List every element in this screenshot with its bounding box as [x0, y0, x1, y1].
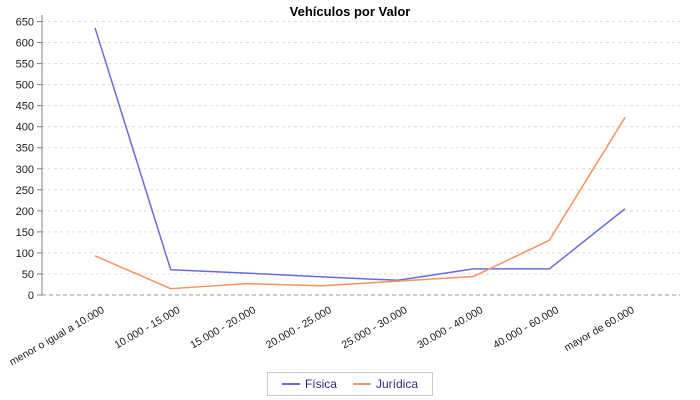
legend-swatch-juridica	[352, 383, 371, 385]
y-tick-label: 600	[16, 38, 34, 50]
x-category-label: 25.000 - 30.000	[340, 304, 410, 351]
y-tick-label: 0	[28, 290, 34, 302]
y-tick-label: 300	[16, 164, 34, 176]
x-category-label: 40.000 - 60.000	[491, 304, 561, 351]
chart-title: Vehículos por Valor	[289, 4, 411, 19]
legend-item-juridica: Jurídica	[352, 377, 419, 391]
x-category-label: 20.000 - 25.000	[264, 304, 334, 351]
y-tick-label: 500	[16, 80, 34, 92]
x-category-label: 15.000 - 20.000	[188, 304, 258, 351]
legend-item-fisica: Física	[281, 377, 337, 391]
y-tick-label: 450	[16, 101, 34, 113]
x-category-label: 10.000 - 15.000	[113, 304, 183, 351]
legend-label-fisica: Física	[304, 377, 337, 391]
legend-swatch-fisica	[281, 383, 300, 385]
y-tick-label: 100	[16, 248, 34, 260]
y-tick-label: 350	[16, 143, 34, 155]
x-category-label: 30.000 - 40.000	[415, 304, 485, 351]
x-category-label: menor o igual a 10.000	[7, 304, 106, 368]
legend-label-juridica: Jurídica	[375, 377, 419, 391]
legend-box: Física Jurídica	[266, 372, 434, 396]
y-tick-label: 250	[16, 185, 34, 197]
y-tick-label: 550	[16, 59, 34, 71]
series-line-fisica	[94, 27, 626, 282]
y-tick-label: 50	[22, 269, 34, 281]
series-line-juridica	[94, 117, 626, 290]
y-tick-label: 200	[16, 206, 34, 218]
legend: Física Jurídica	[0, 372, 700, 396]
y-tick-label: 400	[16, 122, 34, 134]
x-category-label: mayor de 60.000	[562, 304, 636, 354]
y-tick-label: 150	[16, 227, 34, 239]
y-tick-label: 650	[16, 17, 34, 29]
